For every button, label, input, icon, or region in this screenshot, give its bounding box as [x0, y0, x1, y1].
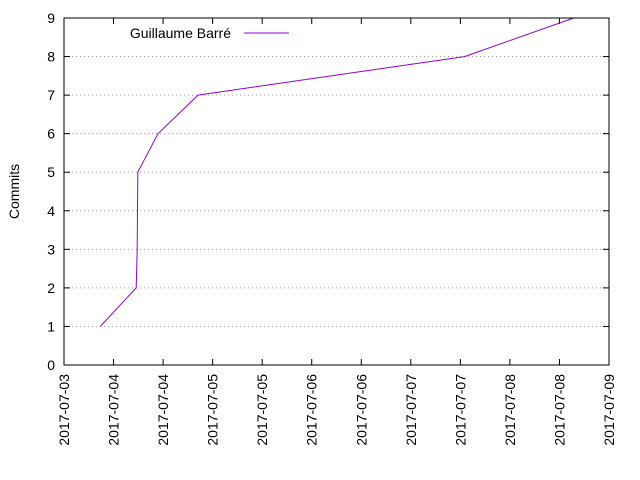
y-tick-label: 0 — [47, 357, 55, 373]
grid-lines — [64, 56, 609, 327]
x-tick-label: 2017-07-04 — [155, 374, 171, 446]
x-tick-label: 2017-07-03 — [56, 374, 72, 446]
x-tick-label: 2017-07-07 — [452, 374, 468, 446]
y-tick-label: 1 — [47, 318, 55, 334]
y-tick-label: 4 — [47, 203, 55, 219]
y-tick-label: 6 — [47, 126, 55, 142]
x-tick-label: 2017-07-08 — [551, 374, 567, 446]
x-tick-label: 2017-07-05 — [254, 374, 270, 446]
y-tick-label: 5 — [47, 164, 55, 180]
plot-area-frame — [63, 17, 610, 366]
x-tick-label: 2017-07-05 — [205, 374, 221, 446]
series-line-guillaume-barre — [99, 17, 574, 327]
x-axis-ticks: 2017-07-03 2017-07-04 2017-07-04 2017-07-05… — [56, 18, 617, 446]
x-tick-label: 2017-07-09 — [601, 374, 617, 446]
legend: Guillaume Barré — [130, 25, 289, 41]
y-tick-label: 9 — [47, 10, 55, 26]
x-tick-label: 2017-07-04 — [106, 374, 122, 446]
y-tick-label: 7 — [47, 87, 55, 103]
x-tick-label: 2017-07-06 — [304, 374, 320, 446]
legend-label: Guillaume Barré — [130, 25, 231, 41]
y-axis-title: Commits — [6, 164, 22, 219]
x-tick-label: 2017-07-06 — [353, 374, 369, 446]
x-tick-label: 2017-07-07 — [403, 374, 419, 446]
y-axis-ticks: 0 1 2 3 4 5 6 7 8 9 — [47, 10, 609, 373]
y-tick-label: 8 — [47, 49, 55, 65]
x-tick-label: 2017-07-08 — [502, 374, 518, 446]
y-tick-label: 2 — [47, 280, 55, 296]
y-tick-label: 3 — [47, 241, 55, 257]
